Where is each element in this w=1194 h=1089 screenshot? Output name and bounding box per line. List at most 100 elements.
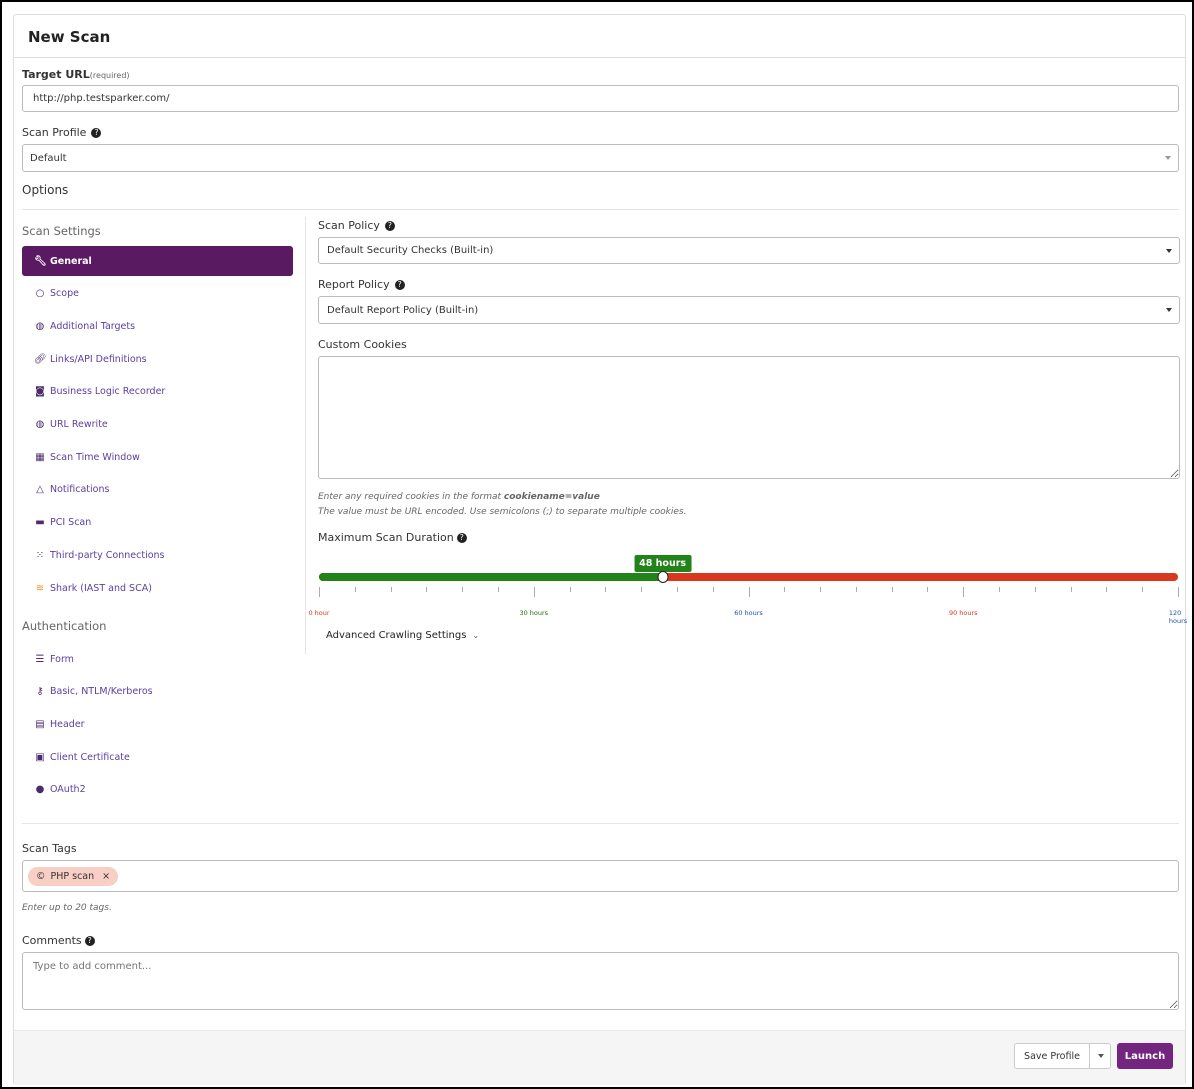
slider-tick [1106,587,1108,592]
footer: Save Profile Launch [14,1030,1185,1085]
sidebar-item-label: Scan Time Window [50,451,140,463]
slider-tick [319,587,320,597]
chevron-down-icon [1165,156,1171,163]
sidebar-item-scope[interactable]: ○ Scope [22,279,293,309]
scan-tags-label: Scan Tags [22,842,77,855]
sidebar-item-notifications[interactable]: △ Notifications [22,475,293,505]
advanced-crawling-toggle[interactable]: Advanced Crawling Settings ⌄ [326,630,479,641]
slider-tick [605,587,607,592]
help-icon[interactable]: ? [384,221,395,231]
scan-profile-label: Scan Profile? [22,126,102,139]
globe-edit-icon: ◍ [35,419,45,430]
slider-tick [1178,587,1179,597]
label-text: Target URL [22,68,90,81]
sidebar-item-label: Links/API Definitions [50,353,147,365]
sidebar-item-label: Business Logic Recorder [50,386,166,398]
slider-tick-label: 30 hours [519,609,549,617]
sidebar-item-label: Form [50,653,74,665]
sidebar-item-third-party-connections[interactable]: ⁙ Third-party Connections [22,540,293,570]
target-url-label: Target URL(required) [22,68,130,81]
sidebar-item-label: Shark (IAST and SCA) [50,582,152,594]
slider-tick [426,587,428,592]
sidebar-item-form[interactable]: ☰ Form [22,644,293,674]
label-text: Report Policy [318,278,390,291]
sidebar-item-label: Header [50,718,85,730]
report-policy-select[interactable]: Default Report Policy (Built-in) [318,296,1180,324]
slider-tick [855,587,857,592]
sidebar-item-business-logic-recorder[interactable]: ◙ Business Logic Recorder [22,377,293,407]
chevron-down-icon [1098,1054,1104,1061]
save-profile-group: Save Profile [1014,1043,1111,1069]
oauth-icon: ● [35,784,45,796]
sidebar-item-label: General [50,255,92,267]
link-icon: 🔗︎ [34,353,47,365]
sidebar-item-label: PCI Scan [50,517,92,529]
slider-tick-label: 60 hours [734,609,763,617]
tag-label: PHP scan [50,870,95,882]
cookies-hint-2: The value must be URL encoded. Use semic… [318,507,687,517]
slider-tick [676,587,678,592]
slider-tick [748,587,750,597]
sidebar-item-url-rewrite[interactable]: ◍ URL Rewrite [22,410,293,440]
label-text: Comments [22,934,82,947]
slider-tick [999,587,1001,592]
target-url-input[interactable]: http://php.testsparker.com/ [22,85,1179,112]
key-icon: ⚷ [36,686,44,698]
slider-tick [891,587,893,592]
custom-cookies-label: Custom Cookies [318,338,407,351]
scan-policy-select[interactable]: Default Security Checks (Built-in) [318,237,1180,264]
sidebar-item-additional-targets[interactable]: ◍ Additional Targets [22,311,293,341]
slider-fill [319,573,663,581]
scan-policy-label: Scan Policy? [318,219,395,232]
dots-icon: ⁙ [35,549,45,561]
comments-textarea[interactable] [22,952,1179,1010]
help-icon[interactable]: ? [91,128,102,138]
sidebar-item-label: Third-party Connections [50,549,165,561]
slider-tick [820,587,822,592]
chevron-down-icon: ⌄ [472,631,480,640]
save-profile-button[interactable]: Save Profile [1015,1044,1090,1068]
globe-plus-icon: ◍ [35,320,45,332]
remove-tag-icon[interactable]: × [102,870,111,882]
slider-tick [1070,587,1072,592]
new-scan-card: New Scan Target URL(required) http://php… [13,14,1187,1085]
sidebar-item-label: Basic, NTLM/Kerberos [50,686,153,698]
sidebar-item-shark-iast-and-sca[interactable]: ≋ Shark (IAST and SCA) [22,573,293,603]
sidebar-item-client-certificate[interactable]: ▣ Client Certificate [22,742,293,772]
bell-icon: △ [36,484,44,496]
scan-profile-select[interactable]: Default [22,144,1179,172]
max-duration-slider[interactable]: 48 hours 0 hour 30 hours 60 hours 90 hours 1… [308,555,1187,625]
slider-tick-label: 120 hours [1168,609,1188,625]
help-icon[interactable]: ? [456,533,467,543]
page-title: New Scan [14,15,1185,58]
wrench-icon: 🔧︎ [34,255,47,267]
sidebar-item-scan-time-window[interactable]: ▦ Scan Time Window [22,442,293,472]
help-icon[interactable]: ? [394,280,405,290]
slider-tick [497,587,499,592]
selected-value: Default [30,152,67,164]
slider-value-bubble: 48 hours [634,555,692,572]
max-duration-label: Maximum Scan Duration? [318,531,467,544]
sidebar-item-links-api-definitions[interactable]: 🔗︎ Links/API Definitions [22,344,293,374]
slider-tick [712,587,714,592]
slider-track[interactable] [319,573,1178,581]
sidebar-item-general[interactable]: 🔧︎ General [22,246,293,276]
sidebar-item-header[interactable]: ▤ Header [22,709,293,739]
slider-tick [462,587,464,592]
custom-cookies-textarea[interactable] [318,356,1180,479]
sidebar-item-pci-scan[interactable]: ▬ PCI Scan [22,508,293,538]
sidebar-item-basic-ntlm-kerberos[interactable]: ⚷ Basic, NTLM/Kerberos [22,677,293,707]
sidebar-item-oauth2[interactable]: ● OAuth2 [22,775,293,805]
tag-chip: © PHP scan × [28,866,119,886]
launch-button[interactable]: Launch [1117,1043,1173,1069]
help-icon[interactable]: ? [84,936,95,946]
options-heading: Options [22,183,69,197]
save-profile-dropdown[interactable] [1090,1044,1110,1068]
slider-tick [927,587,929,592]
slider-tick [569,587,571,592]
selected-value: Default Security Checks (Built-in) [327,245,494,256]
slider-tick [1034,587,1036,592]
scan-tags-input[interactable]: © PHP scan × [22,860,1179,892]
label-text: Maximum Scan Duration [318,531,454,544]
slider-handle[interactable] [657,571,669,583]
